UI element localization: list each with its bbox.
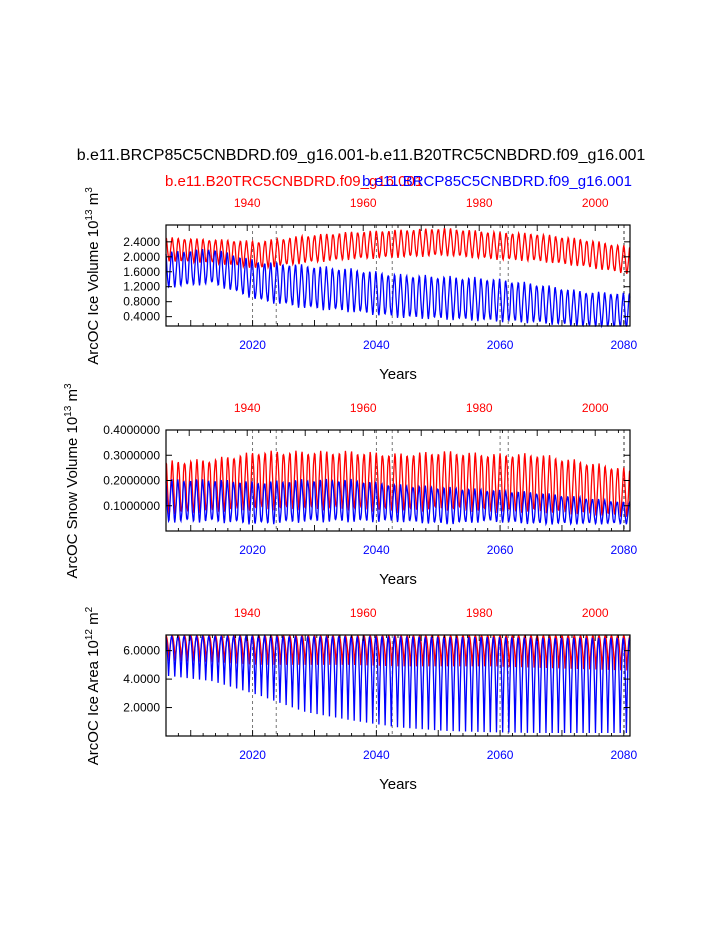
series-line-blue	[165, 248, 631, 329]
y-tick-label: 0.4000	[123, 310, 160, 324]
x-tick-label-top: 1980	[466, 606, 493, 620]
x-tick-label-bottom: 2020	[239, 338, 266, 352]
x-tick-label-top: 1960	[350, 606, 377, 620]
panel-snow-volume: 0.1000000 0.2000000 0.3000000 0.4000000 2020…	[63, 383, 637, 588]
panel-snow-volume-ticks: 0.1000000 0.2000000 0.3000000 0.4000000 2020…	[103, 401, 637, 557]
x-tick-label-bottom: 2060	[487, 543, 514, 557]
y-tick-label: 0.2000000	[103, 474, 160, 488]
panel-ice-volume-series	[165, 227, 631, 329]
series-line-blue	[165, 478, 631, 527]
y-tick-label: 2.0000	[123, 701, 160, 715]
panel-ice-area: 2.0000 4.0000 6.0000 2020 2040 2060 2080 1940 19…	[84, 606, 637, 793]
series-line-blue	[165, 633, 631, 733]
panel-ice-volume-ylabel: ArcOC Ice Volume 1013 m3	[84, 187, 102, 365]
y-tick-label: 0.1000000	[103, 499, 160, 513]
y-tick-label: 0.4000000	[103, 423, 160, 437]
panel-ice-area-ticks: 2.0000 4.0000 6.0000 2020 2040 2060 2080 1940 19…	[123, 606, 637, 762]
x-tick-label-top: 2000	[582, 401, 609, 415]
y-tick-label: 4.0000	[123, 672, 160, 686]
panel-snow-volume-series	[165, 450, 631, 527]
x-tick-label-bottom: 2060	[487, 338, 514, 352]
x-tick-label-bottom: 2020	[239, 543, 266, 557]
x-tick-label-top: 1940	[234, 606, 261, 620]
x-tick-label-bottom: 2040	[363, 338, 390, 352]
panel-snow-volume-xlabel: Years	[379, 571, 417, 588]
x-tick-label-top: 1960	[350, 401, 377, 415]
y-tick-label: 0.8000	[123, 295, 160, 309]
panel-ice-volume-xlabel: Years	[379, 366, 417, 383]
y-tick-label: 1.6000	[123, 265, 160, 279]
x-tick-label-top: 1940	[234, 196, 261, 210]
legend-red-case: b.e11.B20TRC5CNBDRD.f09_g16.001	[165, 173, 423, 190]
x-tick-label-bottom: 2080	[610, 543, 637, 557]
x-tick-label-top: 2000	[582, 606, 609, 620]
panel-snow-volume-ylabel: ArcOC Snow Volume 1013 m3	[63, 383, 81, 579]
legend-blue-case: b.e11.BRCP85C5CNBDRD.f09_g16.001	[362, 173, 632, 190]
x-tick-label-bottom: 2080	[610, 338, 637, 352]
x-tick-label-bottom: 2040	[363, 748, 390, 762]
x-tick-label-top: 1940	[234, 401, 261, 415]
x-tick-label-bottom: 2080	[610, 748, 637, 762]
panel-ice-area-ylabel: ArcOC Ice Area 1012 m2	[84, 606, 102, 765]
y-tick-label: 2.0000	[123, 250, 160, 264]
x-tick-label-top: 1980	[466, 196, 493, 210]
panel-ice-area-xlabel: Years	[379, 776, 417, 793]
x-tick-label-bottom: 2020	[239, 748, 266, 762]
y-tick-label: 6.0000	[123, 644, 160, 658]
figure-title: b.e11.BRCP85C5CNBDRD.f09_g16.001-b.e11.B…	[77, 147, 646, 164]
x-tick-label-top: 2000	[582, 196, 609, 210]
x-tick-label-bottom: 2040	[363, 543, 390, 557]
series-line-red	[165, 227, 631, 275]
y-tick-label: 1.2000	[123, 280, 160, 294]
x-tick-label-top: 1980	[466, 401, 493, 415]
y-tick-label: 2.4000	[123, 235, 160, 249]
x-tick-label-bottom: 2060	[487, 748, 514, 762]
x-tick-label-top: 1960	[350, 196, 377, 210]
panel-ice-area-series	[165, 633, 631, 733]
y-tick-label: 0.3000000	[103, 448, 160, 462]
